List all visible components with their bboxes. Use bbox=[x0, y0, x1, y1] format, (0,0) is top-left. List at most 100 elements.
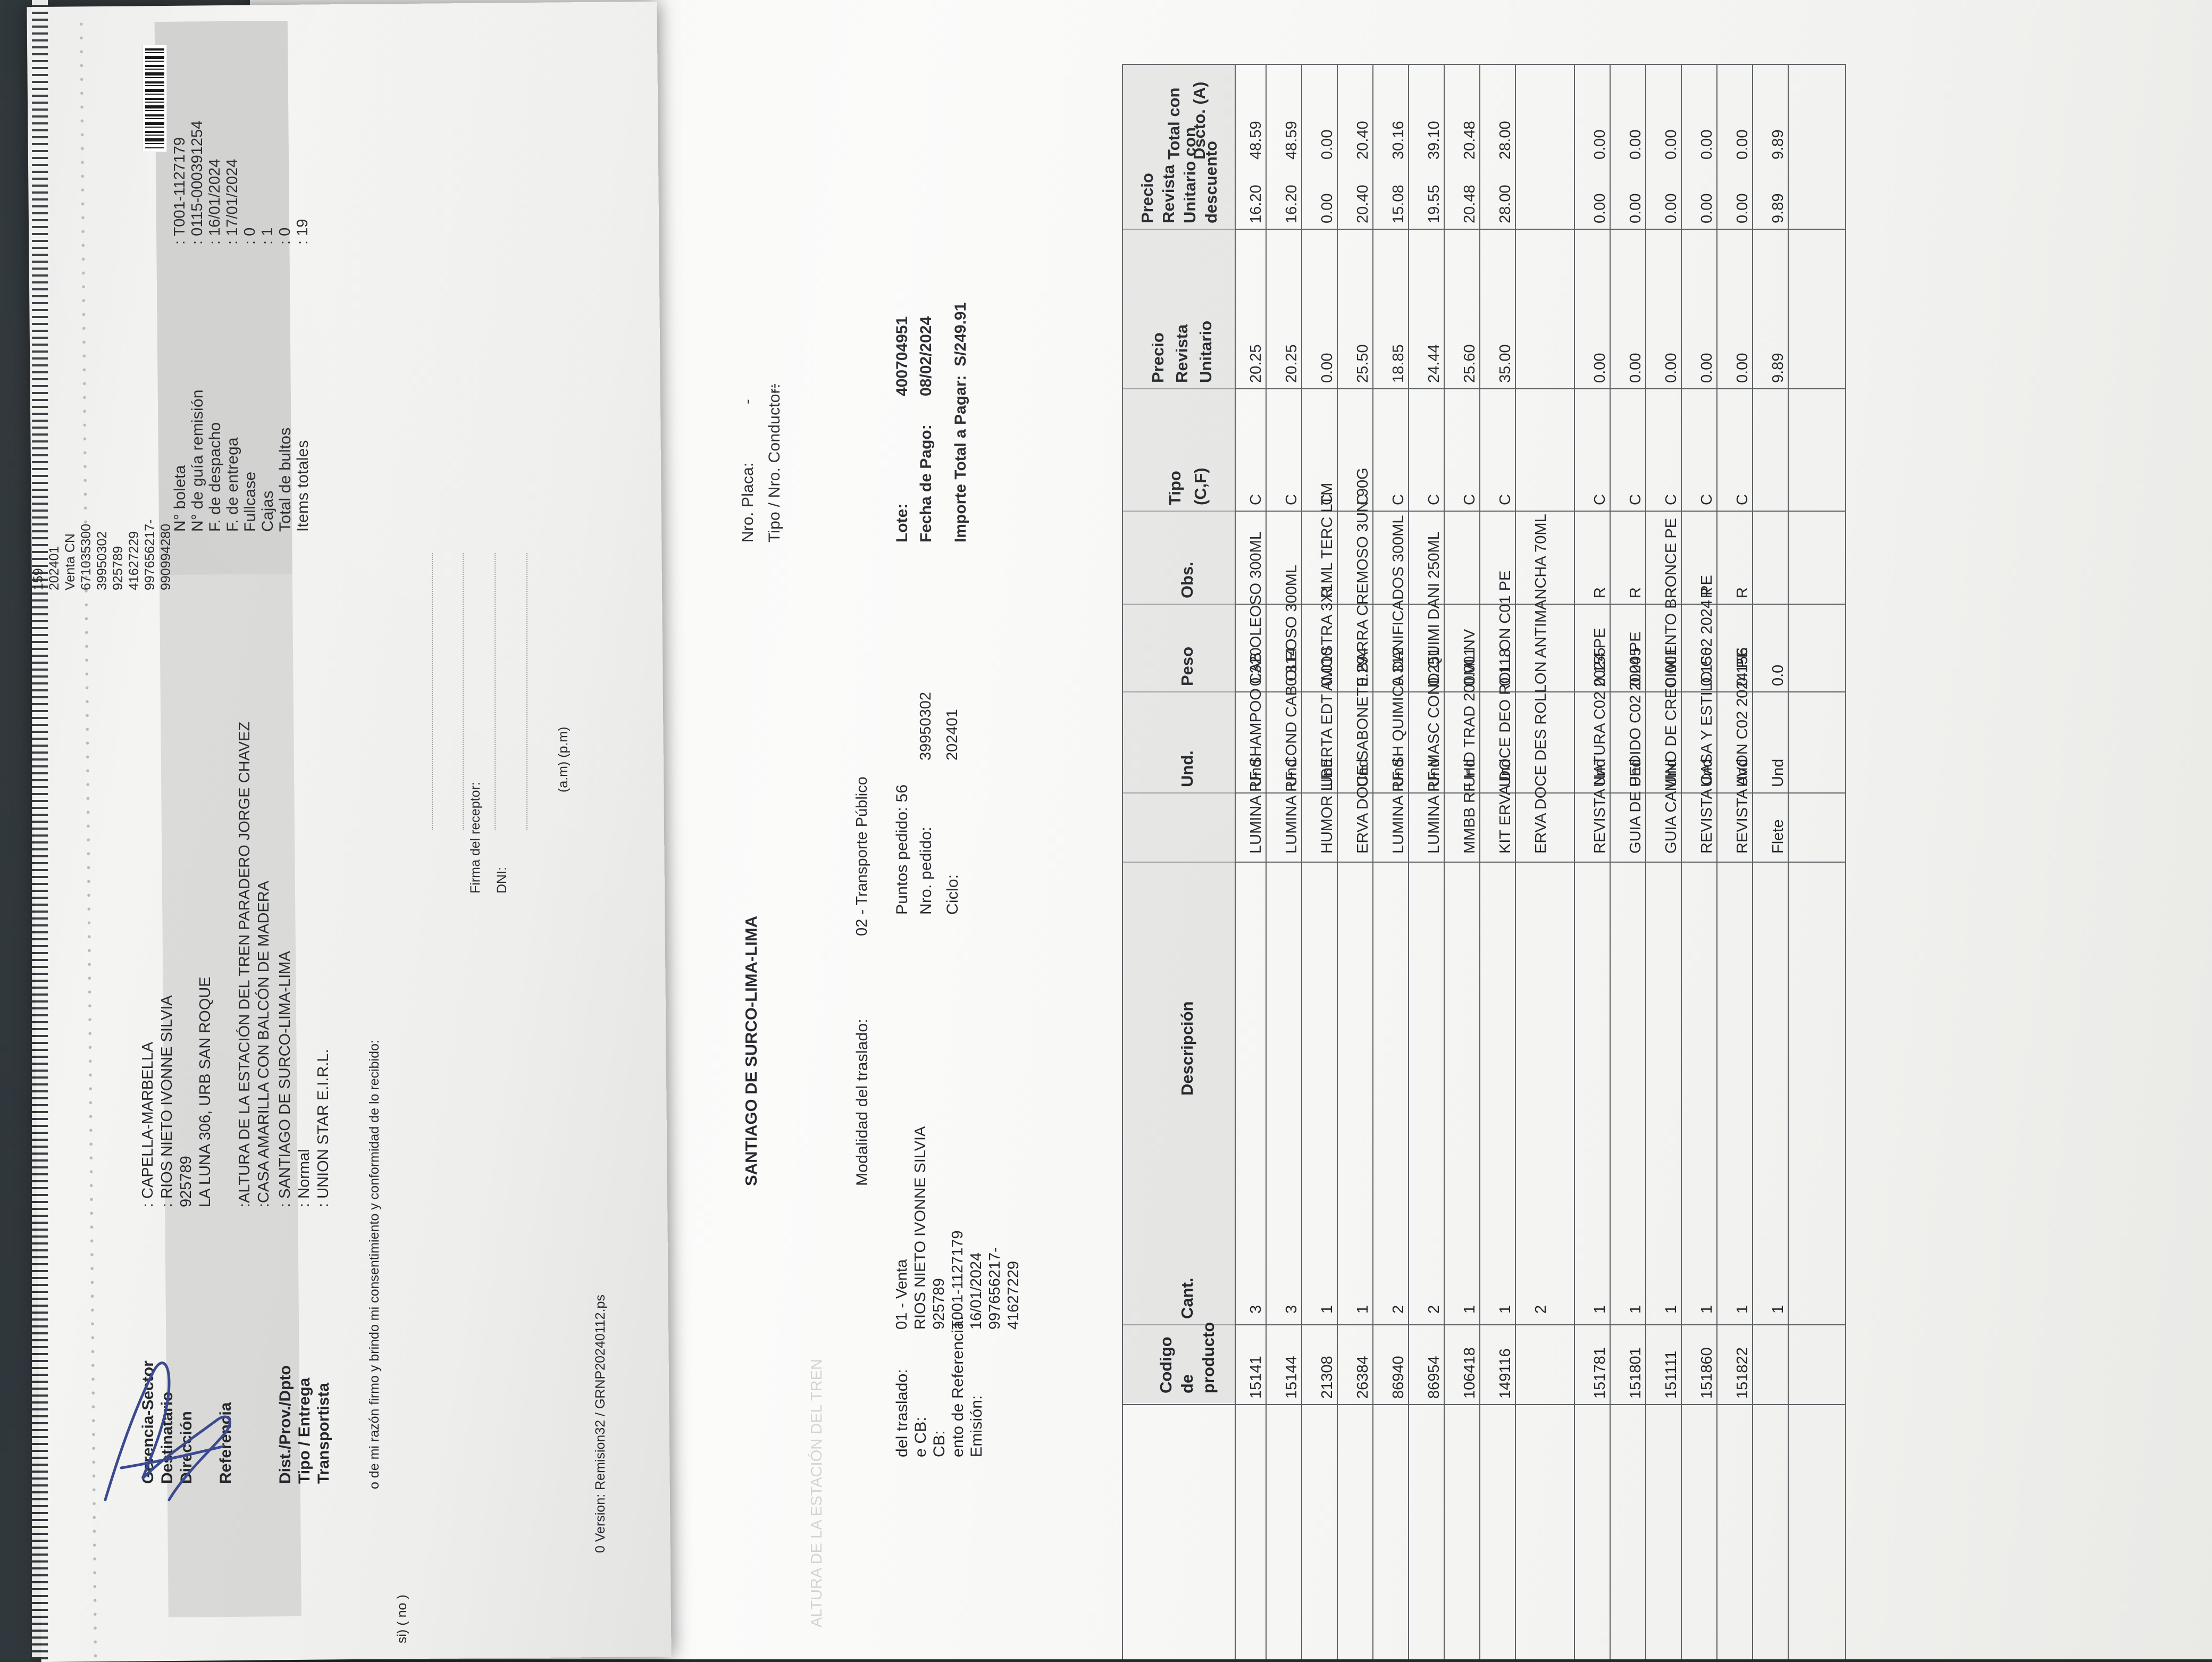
receipt-note: o de mi razón firmo y brindo mi consenti… bbox=[367, 1040, 382, 1489]
addr-value-gerencia: : CAPELLA-MARBELLA bbox=[139, 1042, 157, 1207]
cell-total: 48.59 bbox=[1247, 121, 1265, 160]
cell-peso: 0.312 bbox=[1390, 647, 1407, 686]
th-preciod-1: Precio bbox=[1138, 173, 1157, 223]
row-div-1 bbox=[1301, 64, 1302, 1659]
col-div-codigo bbox=[1122, 1404, 1846, 1405]
cell-codigo: 106418 bbox=[1461, 1347, 1479, 1399]
cell-precio: 20.25 bbox=[1247, 344, 1265, 383]
cell-peso: 0.0 bbox=[1770, 665, 1787, 686]
cell-cant: 1 bbox=[1734, 1305, 1752, 1314]
cell-precio_desc: 28.00 bbox=[1497, 185, 1514, 223]
cell-cant: 1 bbox=[1319, 1305, 1336, 1314]
row-div-0 bbox=[1266, 64, 1267, 1659]
cell-tipo: C bbox=[1319, 494, 1336, 505]
signature-line-1 bbox=[432, 553, 433, 830]
conductor-label: Tipo / Nro. Conductor: bbox=[766, 384, 784, 542]
th-preciod-3: Unitario con bbox=[1180, 127, 1200, 223]
addr-value-referencia2: :CASA AMARILLA CON BALCÓN DE MADERA bbox=[255, 881, 273, 1207]
perforation-strip bbox=[78, 17, 99, 1660]
rp-label-cb: CB: bbox=[931, 1430, 949, 1457]
cell-precio_desc: 0.00 bbox=[1627, 194, 1645, 223]
cell-total: 30.16 bbox=[1390, 121, 1407, 160]
cell-tipo: C bbox=[1283, 494, 1301, 505]
cell-cant: 3 bbox=[1283, 1305, 1301, 1314]
cell-precio: 35.00 bbox=[1497, 344, 1514, 383]
row-div-5 bbox=[1444, 64, 1445, 1659]
col-div-peso bbox=[1122, 691, 1846, 692]
cell-desc: LUMINA RF SH QUIMICA DANIFICADOS 300ML bbox=[1390, 515, 1407, 854]
main-remision-sheet bbox=[250, 0, 2212, 1659]
cell-und: Und bbox=[1591, 759, 1609, 787]
cell-peso: 0.010 bbox=[1319, 647, 1336, 686]
cell-peso: 0.001 bbox=[1461, 647, 1479, 686]
modalidad-value: 02 - Transporte Público bbox=[853, 776, 871, 936]
cell-total: 0.00 bbox=[1591, 130, 1609, 160]
cell-codigo: 86940 bbox=[1390, 1356, 1407, 1399]
cell-precio_desc: 16.20 bbox=[1247, 185, 1265, 223]
cell-desc: LUMINA RF MASC COND QUIMI DANI 250ML bbox=[1426, 531, 1443, 854]
th-precio-1: Precio bbox=[1149, 332, 1168, 383]
row-div-6 bbox=[1479, 64, 1480, 1659]
rp-label-emision: Emisión: bbox=[968, 1395, 986, 1457]
cell-obs: R bbox=[1734, 587, 1752, 598]
cell-cant: 2 bbox=[1532, 1305, 1550, 1314]
cell-total: 39.10 bbox=[1426, 121, 1443, 160]
cell-total: 0.00 bbox=[1734, 130, 1752, 160]
col-div-precio-desc bbox=[1122, 229, 1846, 230]
nro-pedido-value: 39950302 bbox=[917, 692, 935, 761]
cell-codigo: 15141 bbox=[1247, 1356, 1265, 1399]
field-value-guia: : 0115-000391254 bbox=[189, 121, 206, 245]
rp-label-traslado: del traslado: bbox=[893, 1369, 911, 1457]
ciclo-label: Ciclo: bbox=[944, 874, 962, 915]
rp-value-emision: 16/01/2024 bbox=[968, 1252, 985, 1330]
code-7: 997656217- bbox=[143, 520, 158, 590]
field-value-boleta: : T001-1127179 bbox=[171, 137, 189, 245]
cell-total: 20.40 bbox=[1354, 121, 1372, 160]
table-header-band bbox=[1123, 65, 1235, 1403]
cell-obs: R bbox=[1627, 587, 1645, 598]
cell-cant: 1 bbox=[1591, 1305, 1609, 1314]
addr-label-gerencia: Gerencia-Sector bbox=[139, 1360, 157, 1484]
city-line: SANTIAGO DE SURCO-LIMA-LIMA bbox=[742, 916, 761, 1186]
ciclo-value: 202401 bbox=[944, 709, 961, 761]
cell-total: 28.00 bbox=[1497, 121, 1514, 160]
cell-desc: HUMOR LIBERTA EDT AMOSTRA 3X1ML TERC LTM bbox=[1319, 483, 1336, 854]
addr-label-referencia: Referencia bbox=[217, 1402, 235, 1484]
signature-line-4 bbox=[526, 553, 527, 830]
cell-desc: GUIA CAMINO DE CRECIMIENTO BRONCE PE bbox=[1663, 518, 1680, 854]
code-0: 39950302 bbox=[95, 531, 110, 590]
cell-peso: 0.001 bbox=[1663, 647, 1680, 686]
table-border-left bbox=[1122, 64, 1123, 1659]
rp-value-ref: T001-1127179 bbox=[949, 1230, 967, 1330]
cell-precio_desc: 19.55 bbox=[1426, 185, 1443, 223]
th-total-1: Total con bbox=[1164, 88, 1184, 160]
rp-label-ref: ento de Referencia: bbox=[949, 1316, 967, 1457]
rp-value-traslado: 01 - Venta bbox=[893, 1259, 911, 1330]
th-tipo-2: (C,F) bbox=[1191, 467, 1210, 505]
cell-tipo: C bbox=[1663, 494, 1680, 505]
th-descripcion: Descripción bbox=[1178, 1001, 1197, 1096]
cell-und: Und bbox=[1734, 759, 1752, 787]
addr-label-distprov: Dist./Prov./Dpto bbox=[276, 1365, 295, 1484]
field-label-guia: N° de guía remisión bbox=[189, 389, 207, 532]
signature-receptor-label: Firma del receptor: bbox=[468, 782, 483, 893]
cell-codigo: 151822 bbox=[1734, 1347, 1752, 1399]
cell-precio_desc: 9.89 bbox=[1770, 194, 1787, 223]
header-row-divider bbox=[1235, 64, 1236, 1659]
fecha-pago-label: Fecha de Pago: bbox=[917, 424, 935, 542]
row-div-10 bbox=[1645, 64, 1646, 1659]
cell-tipo: C bbox=[1734, 494, 1752, 505]
cell-precio_desc: 20.40 bbox=[1354, 185, 1372, 223]
signature-line-3 bbox=[495, 553, 496, 830]
cell-und: Und bbox=[1390, 759, 1407, 787]
field-value-bultos: : 0 bbox=[276, 228, 294, 245]
cell-total: 9.89 bbox=[1770, 130, 1787, 160]
cell-obs: R bbox=[1319, 587, 1336, 598]
cell-precio_desc: 0.00 bbox=[1591, 194, 1609, 223]
row-div-12 bbox=[1716, 64, 1717, 1659]
cell-precio_desc: 20.48 bbox=[1461, 185, 1479, 223]
addr-value-destinatario-code: 925789 bbox=[178, 1156, 195, 1207]
placa-value: - bbox=[739, 399, 757, 404]
field-label-cajas: Cajas bbox=[259, 490, 277, 532]
addr-value-direccion: LA LUNA 306, URB SAN ROQUE bbox=[197, 976, 214, 1207]
